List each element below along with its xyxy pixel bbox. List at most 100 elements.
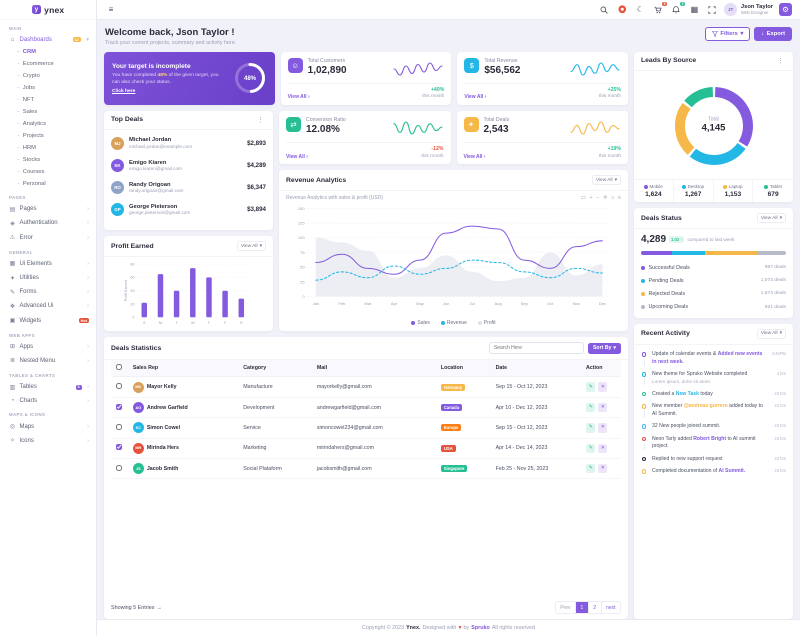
sidebar-item-ui-elements[interactable]: ▦ Ui Elements › <box>0 257 96 271</box>
column-header[interactable]: Sales Rep <box>127 360 239 378</box>
sidebar-subitem-courses[interactable]: – Courses <box>0 166 96 178</box>
click-here-link[interactable]: Click here <box>112 88 136 94</box>
delete-icon[interactable]: ✕ <box>597 423 608 433</box>
view-all-button[interactable]: View All ▾ <box>591 175 621 186</box>
sidebar-item-utilities[interactable]: ✦ Utilities › <box>0 271 96 285</box>
activity-link[interactable]: @andreas gurrero <box>683 403 728 410</box>
deal-row[interactable]: GP George Pieterson george.pieterson@gmai… <box>111 199 266 221</box>
sidebar-subitem-nft[interactable]: – NFT <box>0 94 96 106</box>
deal-row[interactable]: MJ Michael Jordan michael.jordan@example.… <box>111 132 266 154</box>
sidebar-subitem-personal[interactable]: – Personal <box>0 178 96 190</box>
sidebar-subitem-crypto[interactable]: – Crypto <box>0 70 96 82</box>
more-options-icon[interactable]: ⋮ <box>257 116 264 124</box>
delete-icon[interactable]: ✕ <box>597 463 608 474</box>
sidebar-item-maps[interactable]: ◎ Maps › <box>0 419 96 433</box>
view-all-link[interactable]: View All › <box>286 154 308 160</box>
filters-button[interactable]: Filters ▾ <box>704 27 751 41</box>
search-input[interactable] <box>488 342 584 355</box>
sidebar-subitem-crm[interactable]: – CRM <box>0 46 96 58</box>
dark-mode-icon[interactable]: ☾ <box>636 5 644 14</box>
next-page-button[interactable]: next <box>600 602 620 613</box>
activity-link[interactable]: AI Summit. <box>718 468 746 475</box>
delete-icon[interactable]: ✕ <box>597 402 608 413</box>
deal-row[interactable]: RO Randy Origoan randy.origoan@gmail.com … <box>111 176 266 198</box>
search-icon[interactable] <box>598 4 610 16</box>
table-row[interactable]: JS Jacob Smith Social Plataform jacobsmit… <box>111 458 621 480</box>
spruko-link[interactable]: Spruko <box>471 625 490 631</box>
sidebar-item-charts[interactable]: ◔ Charts › <box>0 394 96 407</box>
row-checkbox[interactable] <box>116 383 122 390</box>
cart-icon[interactable]: 5 <box>652 1 667 16</box>
pan-icon[interactable]: ✛ <box>602 195 608 202</box>
sort-by-button[interactable]: Sort By ▾ <box>587 342 621 354</box>
activity-link[interactable]: Added new events in next week. <box>652 351 763 365</box>
sidebar-item-dashboards[interactable]: ⌂ Dashboards 12 ▾ <box>0 33 96 46</box>
sidebar-item-widgets[interactable]: ▣ Widgets Hot <box>0 314 96 328</box>
table-row[interactable]: SC Simon Cowel Service simoncowel234@gmai… <box>111 417 621 439</box>
view-all-button[interactable]: View All ▾ <box>756 213 786 223</box>
prev-page-button[interactable]: Prev <box>555 602 575 613</box>
sidebar-subitem-jobs[interactable]: – Jobs <box>0 82 96 94</box>
sidebar-item-tables[interactable]: ▥ Tables 3 › <box>0 380 96 394</box>
delete-icon[interactable]: ✕ <box>597 382 608 392</box>
chart-menu-icon[interactable]: ≡ <box>617 195 621 202</box>
column-header[interactable]: Action <box>580 360 621 378</box>
row-checkbox[interactable] <box>116 423 122 430</box>
table-row[interactable]: MK Mayor Kelly Manufacture mayorkelly@gma… <box>111 376 621 398</box>
zoom-in-icon[interactable]: + <box>589 195 593 202</box>
language-flag-icon[interactable] <box>616 4 628 16</box>
menu-toggle-icon[interactable]: ≡ <box>108 5 114 14</box>
edit-icon[interactable]: ✎ <box>585 382 596 392</box>
export-button[interactable]: ↓ Export <box>754 27 792 41</box>
brand-logo[interactable]: y ynex <box>0 0 96 20</box>
column-header[interactable]: Category <box>238 360 312 378</box>
view-all-link[interactable]: View All › <box>464 94 486 100</box>
selection-tool-icon[interactable]: ▭ <box>580 195 586 202</box>
edit-icon[interactable]: ✎ <box>585 423 596 433</box>
table-row[interactable]: MH Mirinda Hers Marketing mirindahers@gma… <box>111 438 621 459</box>
activity-link[interactable]: New Task <box>675 390 699 397</box>
column-header[interactable]: Date <box>490 360 581 378</box>
sidebar-subitem-hrm[interactable]: – HRM <box>0 142 96 154</box>
view-all-button[interactable]: View All ▾ <box>236 241 266 252</box>
view-all-button[interactable]: View All ▾ <box>756 328 786 339</box>
sidebar-item-advanced-ui[interactable]: ❖ Advanced Ui › <box>0 299 96 313</box>
reset-zoom-icon[interactable]: ⌂ <box>610 195 615 202</box>
sidebar-item-icons[interactable]: ✧ Icons › <box>0 434 96 448</box>
edit-icon[interactable]: ✎ <box>585 463 596 474</box>
select-all-checkbox[interactable] <box>116 364 122 371</box>
row-checkbox[interactable] <box>116 444 122 451</box>
zoom-out-icon[interactable]: − <box>596 195 600 202</box>
profile-menu[interactable]: JT Json Taylor Web Designer <box>724 3 773 16</box>
delete-icon[interactable]: ✕ <box>597 443 608 453</box>
sidebar-item-pages[interactable]: ▤ Pages › <box>0 202 96 216</box>
fullscreen-icon[interactable] <box>706 4 718 16</box>
more-options-icon[interactable]: ⋮ <box>777 57 784 65</box>
edit-icon[interactable]: ✎ <box>585 402 596 413</box>
view-all-link[interactable]: View All › <box>464 154 486 160</box>
deal-row[interactable]: EK Emigo Kiaren emigo.kiaren@gmail.com $4… <box>111 154 266 176</box>
page-2-button[interactable]: 2 <box>587 602 601 613</box>
row-checkbox[interactable] <box>116 464 122 471</box>
sidebar-subitem-analytics[interactable]: – Analytics <box>0 118 96 130</box>
column-header[interactable]: Mail <box>311 360 436 378</box>
sidebar-item-forms[interactable]: ✎ Forms › <box>0 285 96 299</box>
sidebar-item-authentication[interactable]: ◈ Authentication › <box>0 216 96 230</box>
sidebar-item-apps[interactable]: ⊞ Apps › <box>0 340 96 354</box>
sidebar-subitem-projects[interactable]: – Projects <box>0 130 96 142</box>
table-row[interactable]: AG Andrew Garfield Development andrewgarf… <box>111 397 621 419</box>
activity-link[interactable]: Robert Bright <box>693 435 727 442</box>
edit-icon[interactable]: ✎ <box>585 443 596 453</box>
page-1-button[interactable]: 1 <box>574 602 588 613</box>
sidebar-subitem-ecommerce[interactable]: – Ecommerce <box>0 58 96 70</box>
view-all-link[interactable]: View All › <box>288 94 310 100</box>
row-checkbox[interactable] <box>116 403 122 410</box>
sidebar-subitem-stocks[interactable]: – Stocks <box>0 154 96 166</box>
notifications-bell-icon[interactable]: 2 <box>670 1 685 16</box>
sidebar-item-nested-menu[interactable]: ≣ Nested Menu › <box>0 354 96 368</box>
column-header[interactable]: Location <box>435 360 491 378</box>
gear-icon[interactable]: ⚙ <box>779 3 792 16</box>
apps-grid-icon[interactable]: ▦ <box>690 5 699 14</box>
sidebar-subitem-sales[interactable]: – Sales <box>0 106 96 118</box>
sidebar-item-error[interactable]: ⚠ Error › <box>0 231 96 245</box>
